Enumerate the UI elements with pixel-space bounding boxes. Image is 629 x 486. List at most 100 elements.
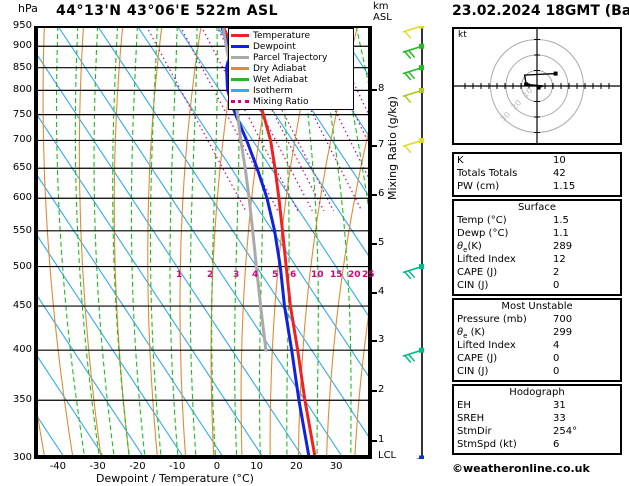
chart-legend: Temperature Dewpoint Parcel Trajectory Dry … — [228, 28, 354, 110]
most-unstable-parcel-box: Most Unstable Pressure (mb) 700 θe (K) 299 Li… — [452, 298, 622, 382]
height-tick-mark — [370, 440, 377, 442]
legend-item: Dry Adiabat — [231, 63, 351, 74]
legend-item: Isotherm — [231, 85, 351, 96]
stat-row: Temp (°C) 1.5 — [454, 214, 620, 227]
stat-key: Totals Totals — [457, 168, 518, 179]
stat-value: 1.1 — [553, 228, 569, 239]
legend-color-swatch — [231, 89, 249, 92]
stat-row: Dewp (°C) 1.1 — [454, 227, 620, 240]
stat-row: θe (K) 299 — [454, 326, 620, 340]
legend-item-label: Temperature — [253, 30, 311, 41]
legend-color-swatch — [231, 78, 249, 81]
temperature-tick-label: 0 — [213, 461, 221, 472]
surface-parcel-box: Surface Temp (°C) 1.5 Dewp (°C) 1.1 θe(K) 289 L… — [452, 199, 622, 296]
copyright-notice: ©weatheronline.co.uk — [452, 462, 590, 475]
mixing-ratio-value-label: 20 — [348, 270, 361, 280]
height-axis — [368, 26, 372, 459]
mixing-ratio-value-label: 10 — [311, 270, 324, 280]
legend-color-swatch — [231, 67, 249, 70]
stat-value: 1.15 — [553, 181, 576, 192]
mixing-ratio-value-label: 1 — [176, 270, 183, 280]
height-tick-label: 5 — [378, 237, 385, 248]
hodograph-plot: 10 20 30 — [452, 27, 622, 145]
height-tick-mark — [370, 292, 377, 294]
height-tick-label: 8 — [378, 83, 385, 94]
legend-item: Mixing Ratio — [231, 96, 351, 107]
stat-value: 299 — [553, 327, 573, 338]
station-title: 44°13'N 43°06'E 522m ASL — [56, 3, 279, 19]
x-axis-title: Dewpoint / Temperature (°C) — [96, 472, 254, 485]
stat-row: θe(K) 289 — [454, 240, 620, 254]
temperature-tick-label: -20 — [129, 461, 146, 472]
stat-key: K — [457, 155, 464, 166]
stat-row: StmSpd (kt) 6 — [454, 438, 620, 451]
stat-row: Lifted Index 4 — [454, 339, 620, 352]
mixing-ratio-value-label: 5 — [272, 270, 279, 280]
stat-value: 6 — [553, 439, 560, 450]
mixing-ratio-value-label: 6 — [290, 270, 297, 280]
temperature-axis — [34, 455, 372, 459]
stat-value: 33 — [553, 413, 566, 424]
legend-item-label: Dewpoint — [253, 41, 296, 52]
model-run-title: 23.02.2024 18GMT (Base: 18) — [452, 3, 629, 19]
pressure-tick-label: 800 — [12, 84, 32, 96]
legend-color-swatch — [231, 100, 249, 103]
pressure-tick-label: 900 — [12, 40, 32, 52]
stat-box-title: Surface — [517, 202, 557, 213]
stat-key: Lifted Index — [457, 340, 516, 351]
stat-key: EH — [457, 400, 471, 411]
stat-value: 2 — [553, 267, 560, 278]
height-tick-label: 6 — [378, 188, 385, 199]
stat-row: Lifted Index 12 — [454, 253, 620, 266]
height-tick-mark — [370, 390, 377, 392]
temperature-tick-label: -30 — [89, 461, 106, 472]
height-axis-unit-line2: ASL — [373, 12, 392, 23]
legend-item-label: Parcel Trajectory — [253, 52, 328, 63]
height-tick-label: 7 — [378, 139, 385, 150]
pressure-tick-label: 850 — [12, 61, 32, 73]
pressure-tick-label: 650 — [12, 162, 32, 174]
legend-item: Wet Adiabat — [231, 74, 351, 85]
legend-color-swatch — [231, 56, 249, 59]
height-tick-mark — [370, 145, 377, 147]
pressure-tick-label: 950 — [12, 20, 32, 31]
mixing-ratio-value-label: 3 — [233, 270, 240, 280]
svg-text:20: 20 — [510, 98, 524, 112]
temperature-tick-label: -10 — [168, 461, 186, 472]
pressure-axis — [34, 26, 38, 459]
stat-key: PW (cm) — [457, 181, 500, 192]
stat-value: 31 — [553, 400, 566, 411]
stat-row: K 10 — [454, 154, 620, 167]
temperature-tick-label: 10 — [250, 461, 264, 472]
legend-item-label: Mixing Ratio — [253, 96, 309, 107]
pressure-tick-label: 450 — [12, 300, 32, 312]
stat-key: StmSpd (kt) — [457, 439, 517, 450]
stat-value: 1.5 — [553, 215, 569, 226]
stat-key: Lifted Index — [457, 254, 516, 265]
height-tick-mark — [370, 194, 377, 196]
stat-value: 0 — [553, 353, 560, 364]
legend-item-label: Dry Adiabat — [253, 63, 307, 74]
chart-top-border — [34, 26, 372, 28]
pressure-tick-label: 700 — [12, 134, 32, 146]
stat-box-title: Most Unstable — [501, 301, 573, 312]
height-tick-label: 4 — [378, 286, 385, 297]
wind-barb-column — [396, 23, 448, 471]
stat-key: θe (K) — [457, 327, 485, 340]
legend-color-swatch — [231, 34, 249, 37]
svg-text:30: 30 — [499, 110, 513, 124]
height-tick-mark — [370, 340, 377, 342]
stat-value: 10 — [553, 155, 566, 166]
stat-row: Pressure (mb) 700 — [454, 313, 620, 326]
height-tick-label: 3 — [378, 334, 385, 345]
height-tick-label: 1 — [378, 434, 385, 445]
stat-key: Pressure (mb) — [457, 314, 527, 325]
stat-key: CIN (J) — [457, 280, 489, 291]
pressure-tick-label: 600 — [12, 192, 32, 204]
stat-row: CAPE (J) 0 — [454, 352, 620, 365]
stat-key: CIN (J) — [457, 366, 489, 377]
svg-text:10: 10 — [521, 86, 535, 100]
stat-key: Temp (°C) — [457, 215, 507, 226]
legend-item-label: Isotherm — [253, 85, 293, 96]
height-tick-mark — [370, 243, 377, 245]
